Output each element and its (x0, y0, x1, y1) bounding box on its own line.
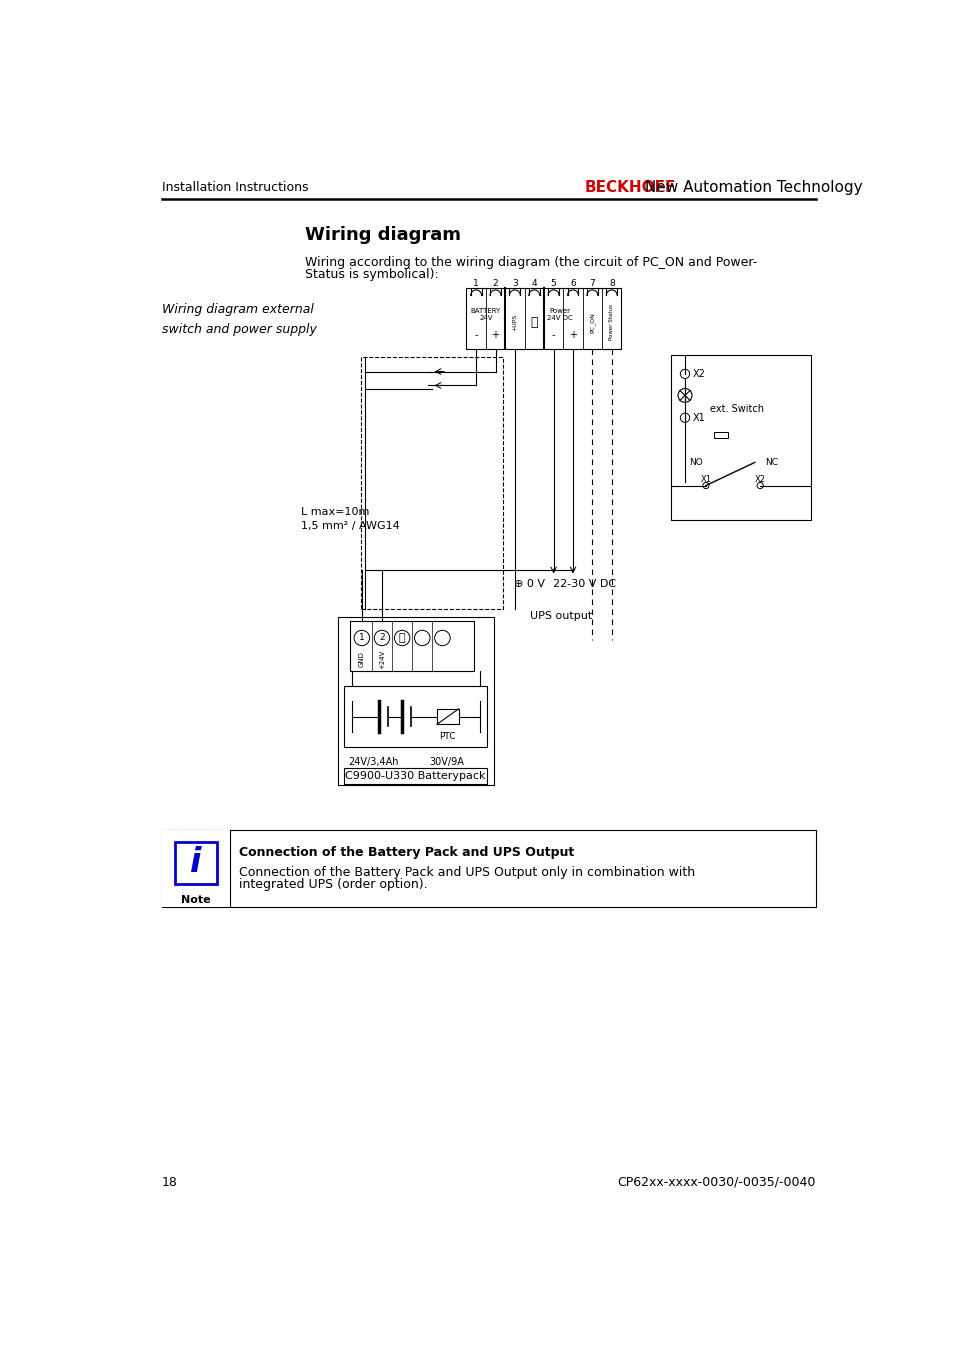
Circle shape (415, 631, 430, 646)
Text: X2: X2 (692, 369, 705, 378)
Text: Power
24V DC: Power 24V DC (546, 308, 572, 322)
Bar (466, 288, 620, 349)
Text: Connection of the Battery Pack and UPS Output only in combination with: Connection of the Battery Pack and UPS O… (239, 866, 695, 880)
Circle shape (679, 369, 689, 378)
Text: 22-30 V DC: 22-30 V DC (553, 580, 616, 589)
Bar (436, 709, 458, 724)
Text: ext. Switch: ext. Switch (709, 404, 763, 413)
Text: PC_ON: PC_ON (589, 312, 595, 332)
Text: 30V/9A: 30V/9A (429, 757, 464, 766)
Bar (713, 431, 727, 438)
Circle shape (354, 631, 369, 646)
Text: Power Status: Power Status (609, 304, 614, 340)
Text: CP62xx-xxxx-0030/-0035/-0040: CP62xx-xxxx-0030/-0035/-0040 (617, 1175, 815, 1189)
Bar (174, 842, 216, 884)
Text: 8: 8 (608, 278, 614, 288)
Text: Connection of the Battery Pack and UPS Output: Connection of the Battery Pack and UPS O… (239, 846, 574, 859)
Text: BECKHOFF: BECKHOFF (583, 180, 675, 195)
Text: Wiring according to the wiring diagram (the circuit of PC_ON and Power-: Wiring according to the wiring diagram (… (305, 257, 757, 269)
Text: ⏚: ⏚ (530, 316, 537, 328)
Circle shape (757, 482, 762, 489)
Text: 1: 1 (473, 278, 478, 288)
Text: Status is symbolical):: Status is symbolical): (305, 269, 438, 281)
Text: ⏚: ⏚ (398, 634, 405, 643)
Text: 2: 2 (492, 278, 497, 288)
Bar (360, 357, 502, 609)
Bar (350, 621, 474, 671)
Bar (162, 831, 815, 908)
Text: NO: NO (688, 458, 702, 467)
Text: 2: 2 (378, 634, 384, 643)
Bar (670, 354, 810, 520)
Text: New Automation Technology: New Automation Technology (639, 180, 862, 195)
Text: +: + (491, 331, 499, 340)
Text: 4: 4 (531, 278, 537, 288)
Text: Installation Instructions: Installation Instructions (162, 181, 308, 195)
Text: X2: X2 (754, 474, 765, 484)
Circle shape (702, 482, 708, 489)
Circle shape (435, 631, 450, 646)
Circle shape (679, 413, 689, 423)
Text: +24V: +24V (378, 650, 385, 669)
Text: +UPS: +UPS (512, 313, 517, 331)
Circle shape (678, 389, 691, 403)
Text: NC: NC (764, 458, 778, 467)
Bar (344, 769, 487, 784)
Text: BATTERY
24V: BATTERY 24V (470, 308, 500, 322)
Text: 6: 6 (570, 278, 576, 288)
Bar (344, 686, 487, 747)
Text: -: - (474, 331, 477, 340)
Text: 24V/3,4Ah: 24V/3,4Ah (348, 757, 398, 766)
Text: L max=10m: L max=10m (301, 508, 370, 517)
Text: i: i (190, 846, 201, 880)
Text: 1: 1 (358, 634, 364, 643)
Text: 3: 3 (512, 278, 517, 288)
Text: X1: X1 (700, 474, 711, 484)
Text: 1,5 mm² / AWG14: 1,5 mm² / AWG14 (301, 520, 399, 531)
Bar (162, 831, 230, 908)
Text: integrated UPS (order option).: integrated UPS (order option). (239, 878, 428, 892)
Text: GND: GND (358, 651, 364, 667)
Bar (337, 617, 493, 785)
Circle shape (394, 631, 410, 646)
Text: Note: Note (181, 894, 211, 905)
Circle shape (374, 631, 390, 646)
Text: PTC: PTC (439, 732, 456, 740)
Text: 18: 18 (162, 1175, 177, 1189)
Text: X1: X1 (692, 413, 705, 423)
Text: 5: 5 (550, 278, 556, 288)
Text: ⊕ 0 V: ⊕ 0 V (514, 580, 545, 589)
Text: UPS output: UPS output (530, 612, 592, 621)
Text: 7: 7 (589, 278, 595, 288)
Text: +: + (568, 331, 577, 340)
Text: Wiring diagram: Wiring diagram (305, 226, 460, 245)
Text: Wiring diagram external
switch and power supply: Wiring diagram external switch and power… (162, 303, 316, 336)
Text: -: - (551, 331, 555, 340)
Text: C9900-U330 Batterypack: C9900-U330 Batterypack (345, 771, 485, 781)
